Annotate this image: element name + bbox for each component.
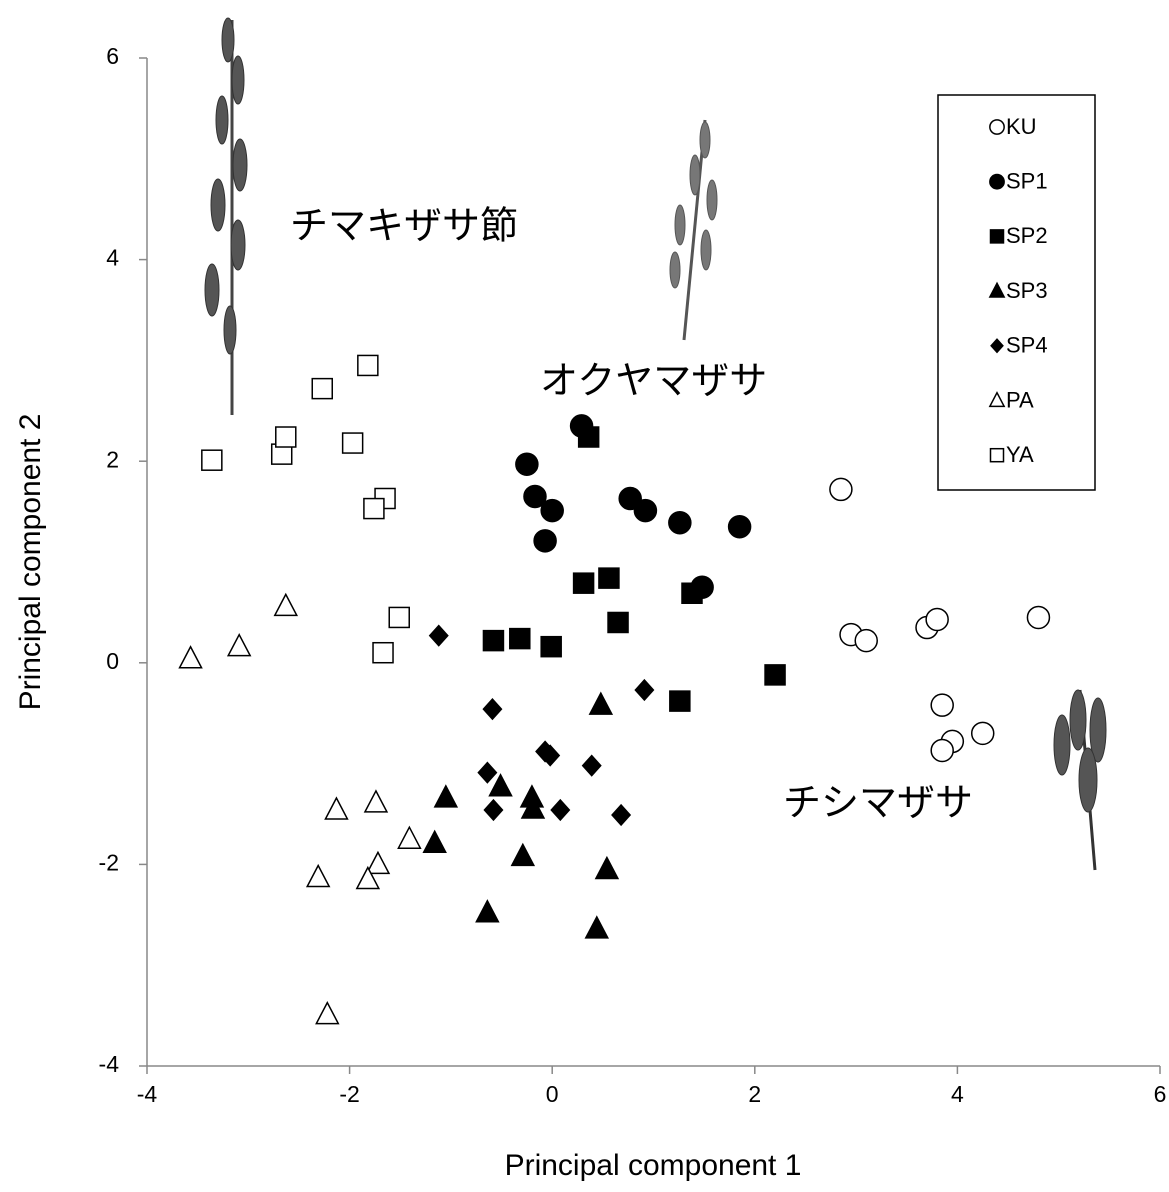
data-point [482, 629, 505, 652]
y-tick-label: 0 [106, 648, 119, 674]
data-point [572, 572, 595, 594]
x-tick-label: -2 [339, 1081, 359, 1107]
x-tick-label: 2 [748, 1081, 761, 1107]
data-point [483, 798, 504, 822]
x-tick-label: -4 [137, 1081, 158, 1107]
data-point [854, 628, 878, 653]
legend-marker [990, 338, 1004, 354]
data-point [533, 529, 557, 553]
data-point [372, 641, 394, 664]
data-point [475, 899, 500, 923]
legend-marker [989, 119, 1005, 135]
legend-marker [988, 281, 1006, 298]
annotation: チシマザサ [783, 781, 973, 825]
data-point [829, 477, 853, 502]
data-point [594, 855, 620, 880]
legend-label: SP3 [1006, 278, 1048, 303]
data-point [930, 693, 954, 717]
data-point [428, 624, 449, 647]
data-point [925, 607, 949, 632]
data-point [275, 426, 297, 448]
data-point [764, 664, 786, 686]
data-point [520, 795, 546, 819]
data-point [669, 690, 691, 712]
data-point [611, 803, 632, 827]
data-point [577, 426, 600, 448]
plant-photo [204, 17, 248, 415]
x-axis-label: Principal component 1 [505, 1149, 802, 1182]
data-point [510, 842, 536, 867]
data-point [509, 627, 531, 650]
data-point [930, 738, 954, 763]
y-tick-label: -4 [99, 1051, 120, 1077]
data-point [365, 850, 391, 875]
data-point [311, 377, 333, 400]
y-tick-label: 6 [106, 43, 119, 69]
legend [937, 94, 1096, 491]
data-point [482, 698, 503, 721]
data-point [273, 592, 299, 617]
x-tick-label: 6 [1154, 1081, 1167, 1107]
data-point [397, 825, 422, 849]
data-point [681, 582, 703, 604]
legend-label: SP2 [1006, 223, 1048, 248]
data-point [581, 754, 602, 777]
legend-label: PA [1006, 387, 1034, 412]
data-point [634, 678, 655, 702]
data-point [388, 606, 410, 629]
annotation: オクヤマザサ [540, 359, 767, 403]
data-point [550, 798, 571, 822]
data-point [523, 484, 547, 509]
legend-marker [989, 229, 1005, 244]
x-tick-label: 4 [951, 1081, 964, 1107]
y-tick-label: -2 [99, 849, 119, 875]
legend-marker [989, 447, 1005, 463]
data-point [607, 611, 629, 634]
data-point [540, 744, 561, 767]
y-tick-label: 4 [106, 245, 119, 271]
data-point [422, 829, 447, 853]
data-point [433, 784, 459, 808]
data-point [363, 789, 389, 813]
legend-label: SP4 [1006, 333, 1048, 358]
data-point [970, 721, 995, 746]
legend-marker [989, 173, 1005, 190]
data-point [727, 514, 752, 539]
data-point [488, 773, 513, 797]
data-point [584, 915, 610, 939]
data-point [1026, 605, 1051, 630]
data-point [668, 510, 692, 535]
data-point [363, 497, 385, 520]
data-point [540, 498, 564, 523]
x-tick-label: 0 [546, 1081, 559, 1107]
plant-photo [1053, 689, 1107, 871]
legend-label: YA [1006, 442, 1034, 467]
data-point [515, 452, 539, 476]
data-point [477, 761, 498, 784]
data-point [324, 796, 349, 820]
data-point [341, 432, 364, 454]
data-point [305, 863, 331, 888]
y-axis-label: Principal component 2 [14, 414, 47, 711]
data-point [588, 691, 614, 715]
annotation: チマキザサ節 [290, 204, 518, 248]
data-point [633, 498, 658, 523]
legend-marker [988, 391, 1006, 408]
data-point [226, 633, 252, 657]
data-point [315, 1000, 340, 1025]
data-point [201, 449, 223, 471]
legend-label: SP1 [1006, 169, 1048, 194]
plant-photo [669, 119, 718, 341]
data-point [540, 635, 562, 658]
legend-label: KU [1006, 114, 1037, 139]
data-point [178, 645, 203, 669]
y-tick-label: 2 [106, 446, 119, 472]
data-point [598, 567, 620, 589]
data-point [355, 865, 381, 890]
data-point [357, 354, 379, 377]
